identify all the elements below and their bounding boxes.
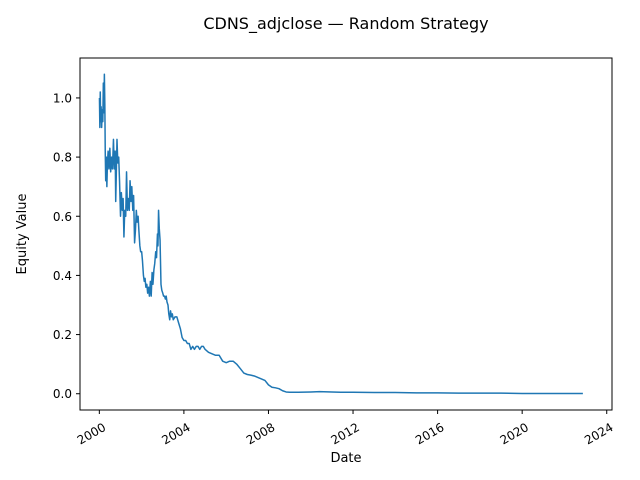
y-axis-label: Equity Value bbox=[15, 194, 30, 275]
y-tick-label: 0.8 bbox=[53, 151, 72, 165]
y-tick-label: 0.6 bbox=[53, 210, 72, 224]
y-tick-label: 0.4 bbox=[53, 269, 72, 283]
y-tick-label: 0.2 bbox=[53, 328, 72, 342]
equity-series-line bbox=[98, 73, 583, 395]
x-axis-label: Date bbox=[330, 451, 361, 466]
y-axis: 0.0 0.2 0.4 0.6 0.8 1.0 bbox=[53, 91, 80, 401]
y-tick-label: 0.0 bbox=[53, 387, 72, 401]
chart-title: CDNS_adjclose — Random Strategy bbox=[203, 14, 488, 34]
plot-frame bbox=[79, 57, 613, 411]
y-tick-label: 1.0 bbox=[53, 91, 72, 105]
